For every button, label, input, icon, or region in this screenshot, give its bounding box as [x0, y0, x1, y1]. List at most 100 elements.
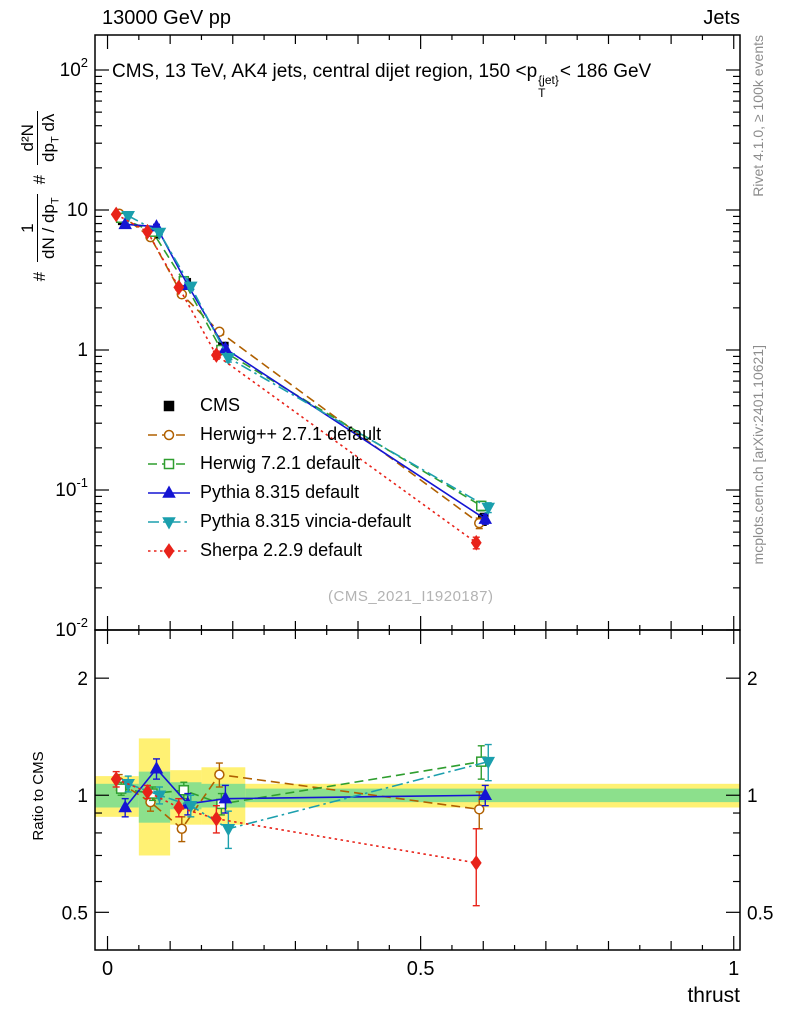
mcplots-reference-note: mcplots.cern.ch [arXiv:2401.10621] — [750, 345, 766, 565]
marker-triangle-down — [481, 502, 496, 516]
marker-diamond — [470, 534, 482, 551]
marker-diamond — [173, 279, 185, 296]
green-band-segment — [245, 788, 740, 803]
plot-title-post: < 186 GeV — [559, 61, 652, 82]
ratio-y-axis-label: Ratio to CMS — [30, 751, 47, 841]
marker-triangle-up — [218, 791, 233, 804]
x-tick-label: 0.5 — [407, 958, 435, 980]
analysis-id-watermark: (CMS_2021_I1920187) — [328, 588, 494, 605]
ratio-y-tick-label: 0.5 — [62, 903, 88, 924]
ratio-panel-frame — [94, 629, 741, 951]
legend-item-herwig7: Herwig 7.2.1 default — [146, 449, 411, 478]
marker-diamond — [210, 347, 222, 363]
main-y-axis-label: # 1 dN / dpT # d²N dpT dλ — [8, 34, 72, 358]
y-label-frac2-denominator: dpT dλ — [37, 110, 63, 165]
main-y-tick-label: 102 — [60, 55, 88, 81]
plot-title-subscript: T — [538, 85, 546, 100]
y-label-fraction-2: d²N dpT dλ — [17, 110, 63, 165]
marker-triangle-down — [481, 756, 496, 770]
ratio-y-tick-label-right: 0.5 — [747, 903, 773, 924]
axis-ticks — [95, 35, 740, 950]
y-label-frac2-den-sub: T — [49, 136, 62, 144]
ratio-uncertainty-bands — [95, 738, 740, 856]
marker-triangle-up — [478, 787, 493, 800]
y-label-hash-2: # — [30, 174, 49, 185]
marker-triangle-up — [118, 799, 132, 813]
marker-triangle-down — [121, 210, 135, 224]
marker-circle — [474, 804, 485, 815]
legend-item-sherpa: Sherpa 2.2.9 default — [146, 536, 411, 565]
marker-triangle-down — [162, 516, 176, 530]
marker-square — [163, 458, 175, 469]
ratio-y-tick-label-right: 1 — [747, 786, 758, 807]
marker-diamond — [110, 206, 122, 223]
legend-label: CMS — [200, 395, 240, 415]
y-label-frac2-den-text: dp — [39, 143, 59, 162]
ratio-y-tick-label: 2 — [77, 669, 88, 690]
marker-circle — [214, 769, 225, 780]
marker-triangle-down — [221, 824, 236, 837]
marker-diamond — [173, 799, 185, 816]
marker-diamond — [163, 542, 175, 559]
legend-swatch-vincia — [148, 516, 190, 530]
main-y-tick-label: 10 — [67, 200, 88, 221]
legend-label: Pythia 8.315 vincia-default — [200, 511, 412, 531]
legend-swatch-herwigpp — [148, 429, 190, 440]
marker-diamond — [110, 771, 122, 787]
marker-square — [163, 400, 175, 411]
y-label-frac1-den-text: dN / dp — [39, 204, 59, 259]
plot-title-superscript: {jet} — [538, 73, 559, 87]
marker-triangle-down — [152, 227, 167, 241]
marker-diamond — [470, 855, 482, 871]
x-axis-label: thrust — [687, 984, 740, 1007]
marker-diamond — [210, 810, 222, 827]
marker-triangle-down — [184, 281, 198, 294]
ratio-y-tick-label: 1 — [77, 786, 88, 807]
marker-circle — [176, 823, 188, 835]
legend-label: Pythia 8.315 default — [200, 482, 360, 502]
marker-triangle-up — [478, 511, 493, 524]
marker-triangle-up — [162, 484, 176, 498]
marker-triangle-down — [221, 353, 236, 366]
legend-item-cms: CMS — [146, 391, 411, 420]
axis-tick-labels: 102 10 1 10-1 10-2 0.5 0.5 1 1 2 2 0 0.5 1 — [55, 55, 773, 980]
main-y-tick-label: 1 — [77, 340, 88, 361]
main-y-tick-label: 10-2 — [55, 615, 88, 641]
plot-title: CMS, 13 TeV, AK4 jets, central dijet reg… — [112, 61, 651, 99]
legend-item-pythia8: Pythia 8.315 default — [146, 478, 411, 507]
analysis-group-label: Jets — [703, 7, 740, 29]
marker-triangle-up — [118, 216, 132, 230]
marker-square — [115, 783, 127, 794]
x-tick-label: 0 — [102, 958, 113, 980]
legend-item-vincia: Pythia 8.315 vincia-default — [146, 507, 411, 536]
y-label-frac2-numerator: d²N — [17, 124, 37, 152]
plot-title-pt-symbol: p — [526, 61, 538, 82]
legend-label: Sherpa 2.2.9 default — [200, 540, 363, 560]
plot-title-pt-scripts: {jet} T — [538, 74, 559, 99]
marker-circle — [163, 429, 175, 440]
marker-triangle-up — [149, 761, 164, 774]
y-label-frac1-denominator: dN / dpT — [37, 194, 63, 262]
main-y-tick-label: 10-1 — [55, 475, 88, 501]
legend-label: Herwig++ 2.7.1 default — [200, 424, 382, 444]
legend-swatch-sherpa — [148, 542, 190, 559]
plot-title-pre: CMS, 13 TeV, AK4 jets, central dijet reg… — [112, 61, 527, 82]
marker-diamond — [142, 784, 153, 800]
marker-diamond — [142, 223, 153, 240]
legend-swatch-herwig7 — [148, 458, 190, 469]
legend-item-herwigpp: Herwig++ 2.7.1 default — [146, 420, 411, 449]
y-label-frac1-numerator: 1 — [17, 223, 37, 233]
rivet-version-note: Rivet 4.1.0, ≥ 100k events — [750, 35, 766, 197]
ratio-y-tick-label-right: 2 — [747, 669, 758, 690]
legend: CMS Herwig++ 2.7.1 default Herwig 7.2.1 de… — [146, 391, 411, 565]
y-label-hash-1: # — [30, 271, 49, 282]
x-tick-label: 1 — [728, 958, 739, 980]
legend-swatch-pythia8 — [148, 484, 190, 498]
series-sherpa — [110, 206, 482, 907]
series-line — [115, 213, 477, 544]
marker-triangle-down — [184, 800, 198, 814]
marker-square — [178, 784, 190, 796]
y-label-fraction-1: 1 dN / dpT — [18, 194, 63, 262]
